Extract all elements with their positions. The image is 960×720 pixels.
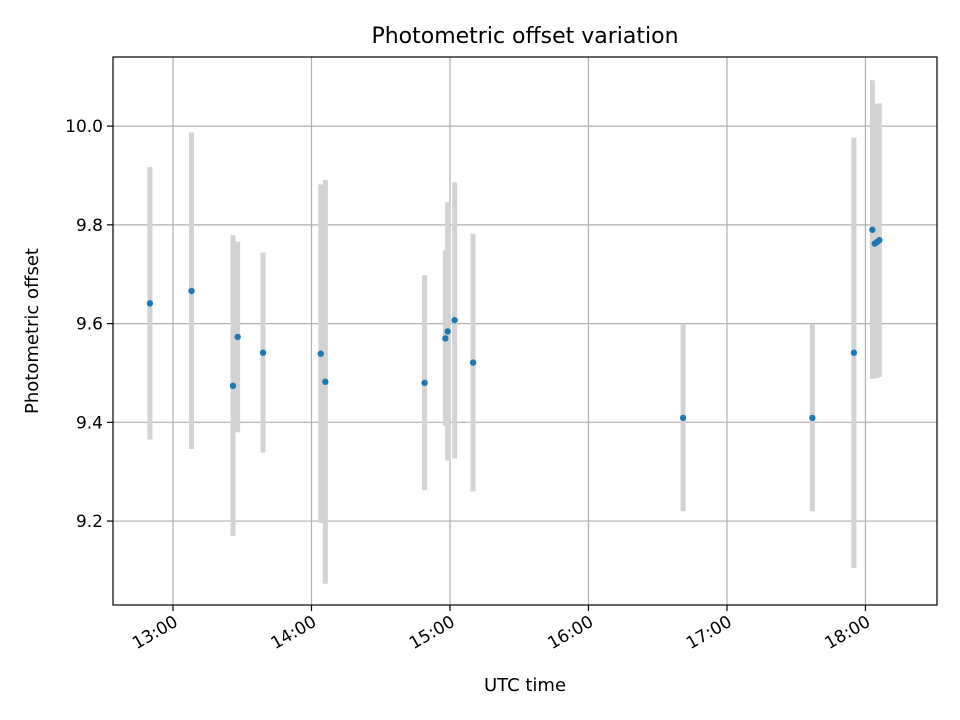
data-point xyxy=(234,333,241,341)
plot-frame xyxy=(112,56,938,606)
y-tick-label: 10.0 xyxy=(65,117,103,137)
data-point xyxy=(421,379,428,387)
data-point xyxy=(869,226,876,233)
grid xyxy=(113,57,937,605)
y-axis-label: Photometric offset xyxy=(22,248,43,414)
data-point xyxy=(322,378,329,386)
x-axis-label: UTC time xyxy=(484,675,566,696)
data-point xyxy=(876,236,883,244)
data-point xyxy=(188,287,195,295)
data-point xyxy=(146,300,154,307)
data-point xyxy=(444,328,451,335)
data-point xyxy=(259,349,267,356)
data-point xyxy=(679,414,687,422)
y-tick-label: 9.6 xyxy=(76,315,103,335)
chart-title: Photometric offset variation xyxy=(371,24,678,49)
data-markers xyxy=(146,226,883,422)
y-tick-label: 9.4 xyxy=(76,413,103,433)
data-point xyxy=(469,359,477,366)
data-point xyxy=(317,350,324,357)
data-point xyxy=(809,414,816,422)
y-tick-label: 9.8 xyxy=(76,216,103,236)
data-point xyxy=(442,335,449,342)
y-tick-label: 9.2 xyxy=(76,512,103,532)
data-point xyxy=(229,382,237,389)
data-point xyxy=(850,349,858,356)
plot-area xyxy=(113,57,937,605)
data-point xyxy=(451,316,458,324)
